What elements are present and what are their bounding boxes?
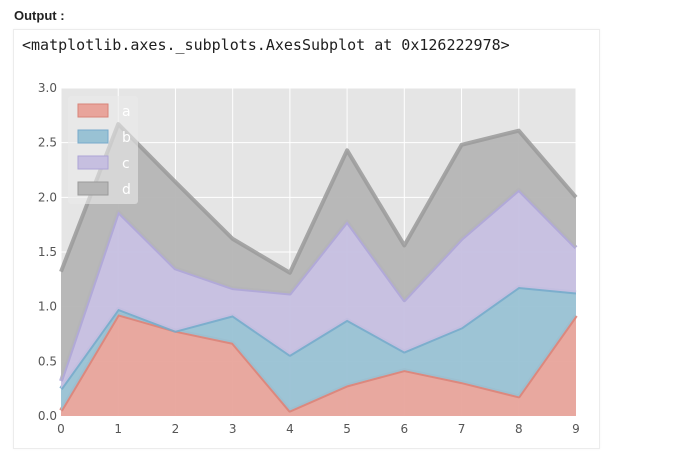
legend-swatch-d — [77, 181, 109, 196]
y-tick-label-6: 3.0 — [38, 81, 57, 95]
x-tick-label-3: 3 — [229, 422, 237, 436]
x-tick-label-6: 6 — [401, 422, 409, 436]
legend-swatch-c — [77, 155, 109, 170]
axes-repr-text: <matplotlib.axes._subplots.AxesSubplot a… — [22, 36, 510, 54]
y-tick-label-3: 1.5 — [38, 245, 57, 259]
legend-label-b: b — [122, 130, 131, 146]
y-tick-label-2: 1.0 — [38, 300, 57, 314]
x-tick-label-8: 8 — [515, 422, 523, 436]
y-tick-label-1: 0.5 — [38, 354, 57, 368]
legend-swatch-a — [77, 103, 109, 118]
area-series-c — [61, 189, 576, 389]
x-tick-label-2: 2 — [172, 422, 180, 436]
area-series-b — [61, 286, 576, 411]
legend-box — [68, 96, 138, 204]
legend-label-a: a — [122, 104, 131, 120]
x-tick-label-5: 5 — [343, 422, 351, 436]
legend-label-d: d — [122, 182, 131, 198]
x-tick-label-0: 0 — [57, 422, 65, 436]
area-series-d — [61, 124, 576, 382]
x-tick-label-1: 1 — [114, 422, 122, 436]
y-tick-label-0: 0.0 — [38, 409, 57, 423]
legend-label-c: c — [122, 156, 130, 172]
x-tick-label-4: 4 — [286, 422, 294, 436]
y-tick-label-4: 2.0 — [38, 190, 57, 204]
area-series-a — [61, 314, 576, 416]
x-tick-label-9: 9 — [572, 422, 580, 436]
line-series-d — [59, 122, 578, 275]
y-tick-label-5: 2.5 — [38, 136, 57, 150]
legend-swatch-b — [77, 129, 109, 144]
x-tick-label-7: 7 — [458, 422, 466, 436]
output-heading: Output : — [14, 8, 65, 23]
